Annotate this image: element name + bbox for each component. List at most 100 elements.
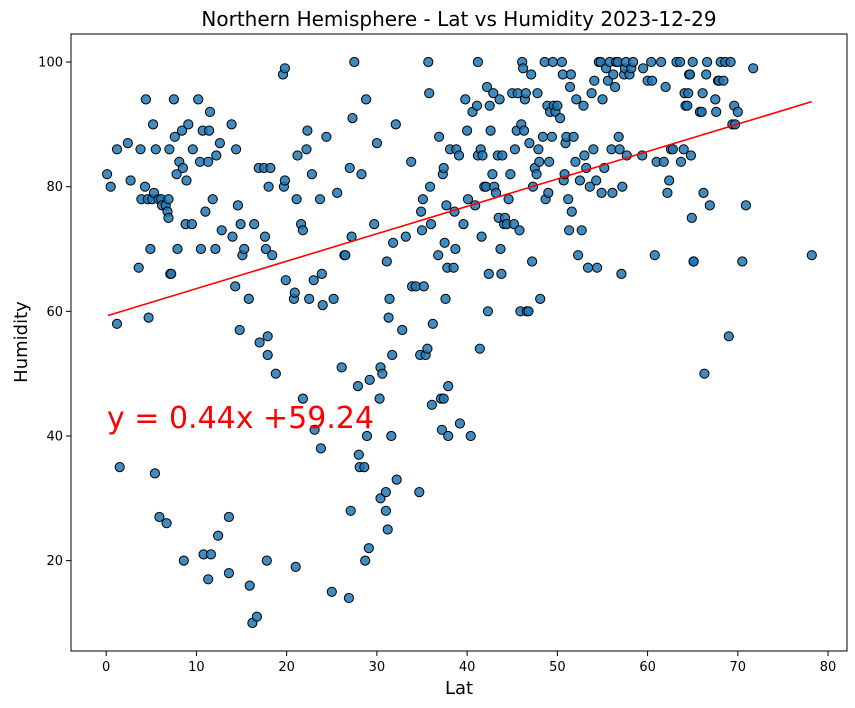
- data-point: [231, 144, 242, 155]
- data-point: [523, 306, 534, 317]
- regression-line: [107, 100, 813, 317]
- plot-area: [71, 34, 847, 651]
- data-point: [440, 293, 451, 304]
- data-point: [223, 568, 234, 579]
- data-point: [547, 56, 558, 68]
- data-point: [388, 237, 399, 248]
- data-point: [664, 175, 675, 186]
- data-point: [148, 119, 159, 130]
- data-points: [102, 56, 817, 629]
- data-point: [234, 324, 245, 336]
- data-point: [638, 63, 649, 74]
- data-point: [263, 181, 274, 192]
- data-point: [494, 94, 505, 105]
- data-point: [484, 100, 495, 111]
- data-point: [573, 250, 584, 261]
- x-tick-label: 80: [820, 660, 837, 675]
- data-point: [740, 200, 752, 211]
- data-point: [465, 430, 476, 442]
- x-tick-label: 20: [278, 660, 295, 675]
- data-point: [213, 530, 224, 541]
- data-point: [203, 574, 214, 585]
- data-point: [214, 138, 225, 149]
- data-point: [591, 175, 602, 186]
- data-point: [111, 318, 123, 329]
- data-point: [111, 144, 123, 155]
- data-point: [353, 449, 364, 460]
- data-point: [332, 187, 343, 198]
- data-point: [140, 94, 151, 105]
- data-point: [340, 250, 351, 261]
- data-point: [279, 63, 290, 74]
- data-point: [249, 219, 260, 230]
- data-point: [259, 231, 271, 242]
- data-point: [243, 293, 254, 304]
- data-point: [477, 150, 488, 161]
- data-point: [443, 430, 454, 442]
- regression-layer: [107, 100, 813, 317]
- data-point: [204, 125, 215, 136]
- data-point: [443, 381, 454, 392]
- data-point: [806, 250, 817, 261]
- data-point: [169, 131, 180, 142]
- data-point: [163, 212, 174, 223]
- data-point: [564, 225, 575, 236]
- data-point: [326, 586, 337, 597]
- data-point: [187, 144, 198, 155]
- data-point: [139, 181, 151, 192]
- data-point: [371, 138, 382, 149]
- data-point: [675, 156, 687, 167]
- data-point: [696, 106, 707, 118]
- data-point: [453, 150, 465, 161]
- data-point: [314, 194, 326, 205]
- data-point: [416, 206, 427, 217]
- data-point: [505, 169, 516, 180]
- data-point: [526, 69, 537, 80]
- y-tick-label: 100: [38, 56, 63, 71]
- data-point: [574, 175, 586, 186]
- data-point: [438, 162, 449, 174]
- data-point: [514, 225, 525, 236]
- data-point: [211, 150, 222, 161]
- data-point: [448, 262, 459, 273]
- x-tick-label: 10: [188, 660, 205, 675]
- data-point: [161, 518, 172, 529]
- data-point: [347, 113, 358, 124]
- data-point: [485, 125, 496, 136]
- data-point: [133, 262, 144, 273]
- data-point: [349, 56, 360, 68]
- data-point: [308, 275, 319, 286]
- data-point: [254, 337, 265, 348]
- data-point: [177, 162, 188, 174]
- data-point: [732, 106, 743, 118]
- data-point: [364, 374, 375, 385]
- data-point: [487, 169, 498, 180]
- data-point: [503, 194, 514, 205]
- data-point: [352, 381, 363, 392]
- data-point: [570, 156, 581, 167]
- data-point: [203, 156, 214, 167]
- data-point: [356, 169, 367, 180]
- data-point: [476, 231, 487, 242]
- data-point: [345, 505, 356, 516]
- data-point: [534, 156, 545, 167]
- data-point: [360, 555, 371, 566]
- data-point: [336, 362, 347, 373]
- data-point: [543, 187, 554, 198]
- data-point: [223, 511, 234, 523]
- data-point: [564, 81, 576, 93]
- data-point: [588, 144, 599, 155]
- data-point: [424, 88, 435, 99]
- data-point: [472, 56, 483, 68]
- data-point: [571, 94, 582, 105]
- data-point: [537, 131, 549, 142]
- data-point: [582, 262, 594, 273]
- data-point: [369, 219, 380, 230]
- data-point: [656, 56, 667, 68]
- data-point: [460, 94, 471, 105]
- data-point: [586, 88, 597, 99]
- x-tick-label: 0: [102, 660, 110, 675]
- data-point: [172, 243, 183, 255]
- data-point: [315, 443, 326, 454]
- x-tick-label: 50: [549, 660, 566, 675]
